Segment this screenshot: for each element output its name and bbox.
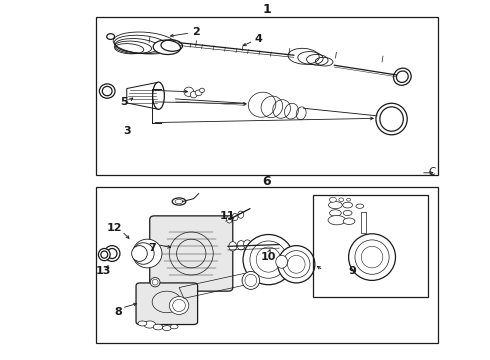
Ellipse shape <box>343 202 352 208</box>
Ellipse shape <box>172 198 186 205</box>
Ellipse shape <box>169 297 189 315</box>
Text: 12: 12 <box>106 224 122 233</box>
Text: 1: 1 <box>263 3 271 16</box>
Circle shape <box>346 198 350 201</box>
FancyBboxPatch shape <box>136 283 197 324</box>
Ellipse shape <box>348 234 395 280</box>
Ellipse shape <box>101 251 108 258</box>
Ellipse shape <box>361 246 383 268</box>
Text: 7: 7 <box>148 243 156 253</box>
Ellipse shape <box>138 321 147 326</box>
Ellipse shape <box>153 324 163 330</box>
Ellipse shape <box>133 239 162 268</box>
Ellipse shape <box>153 40 180 54</box>
Ellipse shape <box>330 210 341 216</box>
Text: 2: 2 <box>192 27 200 37</box>
Text: C: C <box>428 167 435 177</box>
Ellipse shape <box>343 218 355 225</box>
Ellipse shape <box>133 243 154 264</box>
Circle shape <box>107 34 115 40</box>
Ellipse shape <box>237 240 245 250</box>
Text: 6: 6 <box>263 175 271 188</box>
Text: 13: 13 <box>96 266 111 276</box>
Ellipse shape <box>343 211 352 216</box>
Ellipse shape <box>150 278 160 287</box>
Ellipse shape <box>278 246 315 283</box>
FancyBboxPatch shape <box>150 216 233 291</box>
Ellipse shape <box>152 279 158 285</box>
Ellipse shape <box>376 103 407 135</box>
Ellipse shape <box>170 324 178 329</box>
Ellipse shape <box>199 88 204 93</box>
Ellipse shape <box>104 246 120 261</box>
Text: 10: 10 <box>261 252 276 262</box>
Text: 3: 3 <box>123 126 130 135</box>
Ellipse shape <box>195 90 202 96</box>
Ellipse shape <box>238 211 244 218</box>
Ellipse shape <box>144 321 156 328</box>
Ellipse shape <box>276 255 288 268</box>
Ellipse shape <box>396 71 408 82</box>
Ellipse shape <box>242 271 260 289</box>
Ellipse shape <box>190 91 197 98</box>
Text: 11: 11 <box>220 211 236 221</box>
Ellipse shape <box>393 68 411 85</box>
Circle shape <box>330 197 336 202</box>
Ellipse shape <box>380 107 403 131</box>
Ellipse shape <box>153 82 164 109</box>
Text: 8: 8 <box>114 307 122 317</box>
Ellipse shape <box>184 87 194 96</box>
Ellipse shape <box>288 255 305 273</box>
Ellipse shape <box>99 84 115 98</box>
Bar <box>96 17 438 175</box>
Ellipse shape <box>244 240 251 249</box>
Circle shape <box>339 198 343 202</box>
Ellipse shape <box>226 216 232 223</box>
Ellipse shape <box>132 246 147 261</box>
Ellipse shape <box>232 213 238 221</box>
Text: 9: 9 <box>348 266 356 276</box>
Ellipse shape <box>229 242 237 251</box>
Ellipse shape <box>243 234 294 285</box>
Ellipse shape <box>107 248 117 258</box>
Bar <box>314 195 428 297</box>
Ellipse shape <box>98 248 110 261</box>
Ellipse shape <box>329 202 342 209</box>
Bar <box>361 212 366 233</box>
Ellipse shape <box>162 325 171 330</box>
Bar <box>96 187 438 343</box>
Text: 5: 5 <box>120 97 127 107</box>
Ellipse shape <box>356 204 364 208</box>
Ellipse shape <box>328 216 345 225</box>
Ellipse shape <box>102 86 112 96</box>
Text: 4: 4 <box>255 34 263 44</box>
